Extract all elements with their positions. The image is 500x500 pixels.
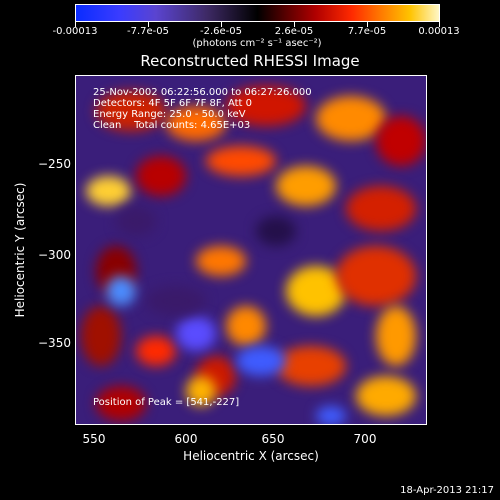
emission-blob bbox=[106, 276, 136, 306]
colorbar bbox=[75, 4, 440, 22]
emission-blob bbox=[81, 306, 121, 366]
annotation-time-range: 25-Nov-2002 06:22:56.000 to 06:27:26.000 bbox=[93, 87, 312, 98]
timestamp: 18-Apr-2013 21:17 bbox=[400, 485, 494, 496]
x-tick-label: 550 bbox=[82, 432, 106, 446]
y-axis-label: Heliocentric Y (arcsec) bbox=[13, 182, 27, 318]
annotation-peak-position: Position of Peak = [541,-227] bbox=[93, 397, 240, 408]
emission-blob bbox=[336, 246, 416, 306]
emission-blob bbox=[116, 206, 156, 236]
emission-blob bbox=[316, 406, 346, 424]
colorbar-tick-label: -2.6e-05 bbox=[200, 26, 242, 37]
emission-blob bbox=[86, 176, 131, 206]
annotation-detectors: Detectors: 4F 5F 6F 7F 8F, Att 0 bbox=[93, 98, 253, 109]
emission-blob bbox=[176, 316, 216, 351]
emission-blob bbox=[96, 91, 166, 131]
emission-blob bbox=[186, 376, 216, 406]
emission-blob bbox=[196, 246, 246, 276]
emission-blob bbox=[96, 386, 146, 421]
y-tick-label: −350 bbox=[38, 336, 71, 350]
chart-title: Reconstructed RHESSI Image bbox=[140, 52, 360, 70]
emission-blob bbox=[376, 306, 416, 366]
emission-blob bbox=[376, 116, 426, 166]
x-axis-label: Heliocentric X (arcsec) bbox=[183, 449, 319, 463]
y-tick-label: −250 bbox=[38, 157, 71, 171]
x-tick-label: 600 bbox=[174, 432, 198, 446]
colorbar-tick-label: 2.6e-05 bbox=[274, 26, 314, 37]
colorbar-units: (photons cm⁻² s⁻¹ asec⁻²) bbox=[192, 38, 322, 49]
emission-blob bbox=[276, 166, 336, 206]
emission-blob bbox=[356, 376, 416, 416]
emission-blob bbox=[236, 346, 286, 376]
x-tick-label: 650 bbox=[261, 432, 285, 446]
emission-blob bbox=[256, 216, 296, 246]
colorbar-tick-label: 7.7e-05 bbox=[347, 26, 387, 37]
colorbar-tick-label: -7.7e-05 bbox=[127, 26, 169, 37]
annotation-energy-range: Energy Range: 25.0 - 50.0 keV bbox=[93, 109, 246, 120]
emission-blob bbox=[136, 336, 176, 366]
emission-blob bbox=[206, 146, 276, 176]
x-tick-label: 700 bbox=[353, 432, 377, 446]
annotation-counts: Clean Total counts: 4.65E+03 bbox=[93, 120, 251, 131]
emission-blob bbox=[276, 346, 346, 386]
colorbar-tick-label: 0.00013 bbox=[418, 26, 460, 37]
emission-blob bbox=[316, 96, 386, 141]
emission-blob bbox=[346, 186, 416, 231]
emission-blob bbox=[136, 156, 186, 196]
y-tick-label: −300 bbox=[38, 248, 71, 262]
emission-blob bbox=[166, 106, 226, 141]
emission-blob bbox=[226, 306, 266, 346]
heatmap-image bbox=[75, 75, 427, 425]
emission-blob bbox=[146, 286, 206, 316]
colorbar-tick-label: -0.00013 bbox=[52, 26, 98, 37]
emission-blob bbox=[226, 86, 306, 126]
